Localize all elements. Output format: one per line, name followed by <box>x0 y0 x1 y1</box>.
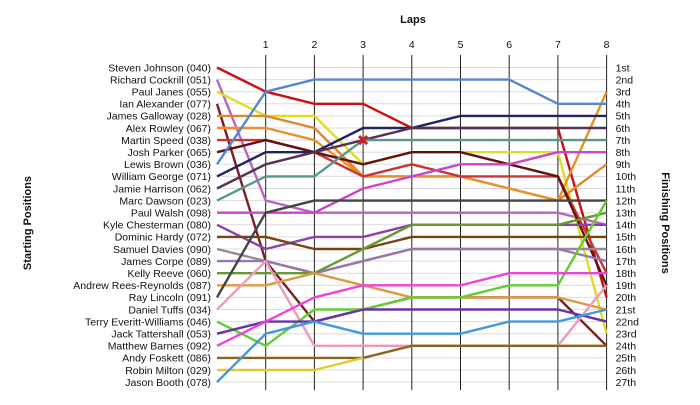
finishing-position-label: 4th <box>616 99 631 111</box>
series-line <box>215 199 607 298</box>
starting-driver-label: James Corpe (089) <box>121 256 211 268</box>
starting-driver-label: Steven Johnson (040) <box>108 62 211 74</box>
x-axis-title: Laps <box>400 14 426 26</box>
finishing-position-label: 23rd <box>616 329 637 341</box>
finishing-position-label: 9th <box>616 159 631 171</box>
lap-tick-label: 3 <box>360 39 366 51</box>
starting-driver-label: James Galloway (028) <box>107 111 211 123</box>
starting-driver-label: Marc Dawson (023) <box>119 195 211 207</box>
finishing-position-label: 1st <box>616 62 630 74</box>
finishing-position-label: 10th <box>616 171 637 183</box>
finishing-position-label: 11th <box>616 183 636 195</box>
finishing-position-label: 20th <box>616 292 637 304</box>
finishing-position-label: 19th <box>616 280 637 292</box>
starting-driver-label: Kyle Chesterman (080) <box>103 220 211 232</box>
series-line <box>215 79 607 226</box>
series-line <box>216 78 607 165</box>
starting-driver-label: Ray Lincoln (091) <box>129 292 211 304</box>
starting-position-labels: Steven Johnson (040)Richard Cockrill (05… <box>73 62 211 389</box>
series-lines <box>215 66 608 383</box>
right-axis-title: Finishing Positions <box>659 172 671 273</box>
finishing-position-label: 24th <box>616 341 637 353</box>
starting-driver-label: Jason Booth (078) <box>125 377 211 389</box>
finishing-position-label: 22nd <box>616 316 640 328</box>
finishing-position-label: 2nd <box>616 74 634 86</box>
finishing-position-label: 3rd <box>616 87 631 99</box>
series-line <box>217 211 607 275</box>
starting-driver-label: Terry Everitt-Williams (046) <box>85 316 211 328</box>
series-line <box>216 138 607 202</box>
finishing-position-label: 26th <box>616 365 637 377</box>
finishing-position-label: 6th <box>616 123 631 135</box>
lap-tick-label: 8 <box>604 39 610 51</box>
lap-tick-label: 1 <box>263 39 269 51</box>
lap-tick-label: 5 <box>458 39 464 51</box>
finishing-position-label: 27th <box>616 377 637 389</box>
starting-driver-label: Dominic Hardy (072) <box>115 232 211 244</box>
finishing-position-label: 18th <box>616 268 637 280</box>
lap-tick-label: 6 <box>506 39 512 51</box>
finishing-position-label: 7th <box>616 135 631 147</box>
finishing-position-label: 5th <box>616 111 631 123</box>
lap-tick-label: 7 <box>555 39 561 51</box>
series-line <box>217 356 364 372</box>
series-line <box>217 235 607 251</box>
starting-driver-label: William George (071) <box>112 171 211 183</box>
finishing-position-label: 13th <box>616 208 637 220</box>
series-line <box>217 247 607 275</box>
finishing-position-label: 8th <box>616 147 631 159</box>
starting-driver-label: Paul Janes (055) <box>132 87 211 99</box>
starting-driver-label: Jamie Harrison (062) <box>113 183 211 195</box>
starting-driver-label: Andy Foskett (086) <box>122 353 211 365</box>
starting-driver-label: Martin Speed (038) <box>121 135 211 147</box>
starting-driver-label: Robin Milton (029) <box>125 365 211 377</box>
finishing-position-label: 14th <box>616 220 637 232</box>
annotation-marks <box>358 135 369 146</box>
series-line <box>216 126 607 190</box>
series-line <box>216 308 607 383</box>
lap-tick-labels: 1 2 3 4 5 6 7 8 <box>263 39 610 51</box>
starting-driver-label: Ian Alexander (077) <box>119 99 211 111</box>
starting-driver-label: Kelly Reeve (060) <box>128 268 211 280</box>
incident-marker-icon <box>358 135 369 146</box>
left-axis-title: Starting Positions <box>22 176 34 270</box>
lap-tick-label: 2 <box>311 39 317 51</box>
series-line <box>216 308 607 335</box>
starting-driver-label: Josh Parker (065) <box>128 147 211 159</box>
starting-driver-label: Alex Rowley (067) <box>126 123 211 135</box>
series-line <box>216 200 608 347</box>
finishing-position-label: 17th <box>616 256 637 268</box>
finishing-position-label: 16th <box>616 244 637 256</box>
starting-driver-label: Daniel Tuffs (034) <box>128 304 211 316</box>
lap-tick-label: 4 <box>409 39 415 51</box>
finishing-position-label: 12th <box>616 195 637 207</box>
finishing-position-label: 25th <box>616 353 637 365</box>
finishing-position-label: 21st <box>616 304 636 316</box>
series-line <box>216 138 608 286</box>
series-line <box>217 344 607 360</box>
finishing-position-label: 15th <box>616 232 637 244</box>
series-line <box>217 150 607 214</box>
starting-driver-label: Lewis Brown (036) <box>124 159 211 171</box>
finishing-position-labels: 1st2nd3rd4th5th6th7th8th9th10th11th12th1… <box>616 62 640 389</box>
starting-driver-label: Richard Cockrill (051) <box>110 74 211 86</box>
starting-driver-label: Matthew Barnes (092) <box>108 341 211 353</box>
series-line <box>216 272 607 347</box>
starting-driver-label: Andrew Rees-Reynolds (087) <box>73 280 211 292</box>
starting-driver-label: Samuel Davies (090) <box>113 244 211 256</box>
starting-driver-label: Jack Tattershall (053) <box>111 329 211 341</box>
starting-driver-label: Paul Walsh (098) <box>131 208 211 220</box>
